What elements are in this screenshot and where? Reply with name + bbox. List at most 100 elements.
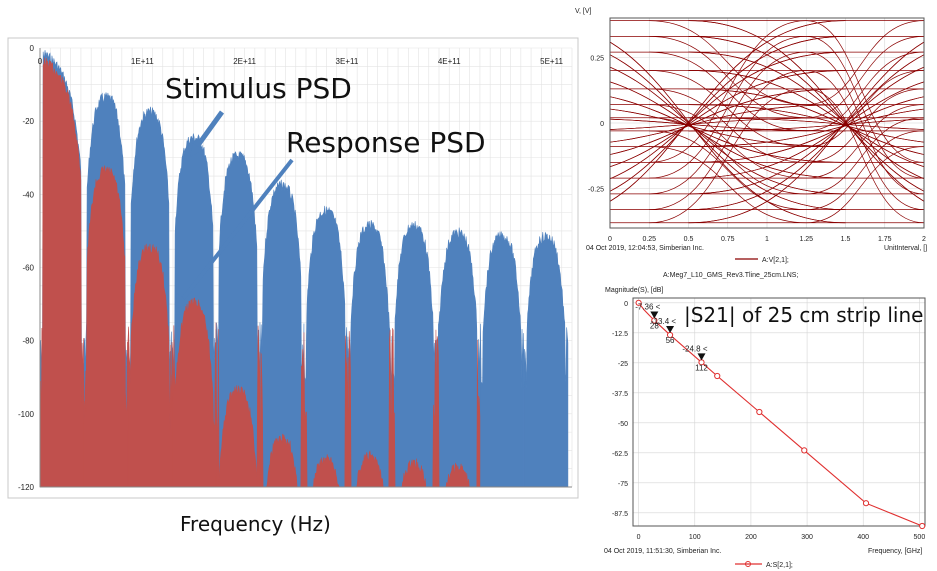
s21-marker-triangle	[650, 311, 659, 319]
eye-y-tick-label: 0	[600, 121, 604, 128]
stimulus-psd-lobe	[391, 221, 437, 488]
stimulus-arrow-head	[190, 143, 203, 157]
eye-trace	[688, 117, 924, 130]
response-psd-lobe	[127, 243, 173, 488]
s21-x-tick-label: 100	[689, 534, 701, 541]
response-psd-lobe	[83, 164, 129, 488]
response-arrow-head	[175, 293, 189, 309]
eye-trace	[806, 36, 924, 179]
stimulus-psd-lobe	[259, 179, 305, 488]
eye-trace	[610, 41, 846, 224]
s21-y-tick-label: -12.5	[612, 331, 628, 338]
stimulus-psd-lobe	[347, 220, 393, 488]
s21-marker-freq: 28	[650, 321, 659, 330]
s21-tick-labels: 0 100 200 300 400 500 0 -12.5 -25 -37.5 -50 -62.5 -7…	[612, 301, 925, 541]
eye-trace	[649, 70, 807, 210]
eye-trace	[649, 88, 807, 163]
s21-x-tick-label: 0	[637, 534, 641, 541]
s21-y-tick-label: -62.5	[612, 451, 628, 458]
s21-point	[801, 447, 808, 454]
eye-trace	[688, 36, 924, 192]
psd-x-tick-label: 3E+11	[336, 57, 359, 66]
psd-y-tick-label: -40	[22, 190, 34, 199]
s21-legend-marker	[745, 561, 751, 567]
eye-trace	[649, 146, 807, 224]
stimulus-psd-lobe	[435, 227, 481, 488]
eye-trace	[649, 88, 807, 224]
eye-trace	[806, 88, 924, 163]
stimulus-psd-lobe	[479, 231, 525, 488]
stimulus-arrow	[193, 110, 225, 150]
eye-footer: 04 Oct 2019, 12:04:53, Simberian Inc.	[586, 245, 704, 252]
eye-trace	[688, 117, 924, 130]
response-psd-label: Response PSD	[286, 126, 486, 159]
psd-x-tick-label: 1E+11	[131, 57, 154, 66]
s21-x-tick-label: 500	[914, 534, 926, 541]
eye-trace	[806, 130, 924, 210]
eye-trace	[806, 20, 924, 105]
s21-point	[635, 299, 642, 306]
eye-trace	[649, 51, 807, 195]
stimulus-psd-lobe	[523, 231, 569, 488]
psd-x-axis-label: Frequency (Hz)	[180, 512, 331, 536]
eye-trace	[806, 88, 924, 224]
psd-x-tick-label: 4E+11	[438, 57, 461, 66]
eye-trace	[806, 51, 924, 132]
eye-legend-label: A:V[2,1];	[762, 257, 789, 264]
s21-chart: -7.36 < 28-13.4 < 56 -24.8 < 112 0 100 200 300 4…	[604, 287, 926, 569]
s21-grid	[633, 298, 925, 526]
psd-y-tick-label: -80	[22, 337, 34, 346]
eye-trace	[806, 51, 924, 195]
s21-frame	[632, 297, 926, 527]
eye-trace	[806, 104, 924, 179]
eye-trace	[806, 20, 924, 163]
s21-y-tick-label: -87.5	[612, 511, 628, 518]
eye-x-tick-label: 1.5	[841, 236, 851, 243]
eye-trace	[649, 104, 807, 179]
eye-x-tick-label: 0.25	[642, 236, 656, 243]
response-psd-lobe	[171, 297, 217, 488]
psd-y-tick-label: -20	[22, 117, 34, 126]
eye-trace	[688, 118, 924, 132]
eye-frame	[609, 17, 925, 229]
s21-marker-value: -13.4 <	[651, 317, 676, 326]
s21-y-tick-label: -50	[618, 421, 628, 428]
s21-point	[714, 372, 721, 380]
psd-chart: 0 1E+11 2E+11 3E+11 4E+11 5E+11 0 -20 -40 -60 -80 -…	[7, 37, 579, 536]
s21-x-axis-label: Frequency, [GHz]	[868, 548, 922, 555]
eye-trace	[806, 146, 924, 224]
stimulus-psd-lobe	[303, 205, 349, 488]
s21-line	[638, 302, 923, 527]
s21-y-tick-label: -25	[618, 361, 628, 368]
s21-x-tick-label: 400	[857, 534, 869, 541]
s21-point	[919, 522, 926, 530]
eye-diagram-chart: 0 0.25 0.5 0.75 1 1.25 1.5 1.75 2 0.25 0 -0.25 V, […	[575, 8, 927, 279]
s21-legend-label: A:S[2,1];	[766, 562, 793, 569]
eye-y-axis-label: V, [V]	[575, 8, 592, 15]
s21-point	[756, 408, 763, 416]
eye-x-tick-label: 2	[922, 236, 926, 243]
psd-y-tick-label: -60	[22, 264, 34, 273]
eye-trace	[649, 36, 807, 179]
stimulus-psd-label: Stimulus PSD	[165, 72, 352, 105]
eye-x-tick-label: 1.75	[878, 236, 892, 243]
s21-annotation: |S21| of 25 cm strip line	[684, 303, 923, 327]
eye-x-tick-label: 1	[765, 236, 769, 243]
eye-traces	[610, 20, 924, 224]
eye-trace	[649, 20, 807, 163]
eye-caption: A:Meg7_L10_GMS_Rev3.Tline_25cm.LNS;	[663, 272, 798, 279]
s21-point	[862, 500, 870, 507]
psd-x-tick-label: 0	[38, 57, 43, 66]
eye-x-axis-label: UnitInterval, []	[884, 245, 927, 252]
eye-trace	[688, 70, 924, 167]
s21-x-tick-label: 200	[745, 534, 757, 541]
eye-trace	[610, 54, 846, 210]
s21-y-tick-label: -37.5	[612, 391, 628, 398]
s21-marker-freq: 112	[695, 363, 708, 372]
s21-footer: 04 Oct 2019, 11:51:30, Simberian Inc.	[604, 548, 721, 555]
eye-trace	[688, 20, 924, 202]
eye-y-tick-label: -0.25	[588, 187, 604, 194]
eye-x-tick-label: 0.75	[721, 236, 735, 243]
eye-trace	[649, 36, 807, 119]
eye-trace	[610, 81, 846, 179]
